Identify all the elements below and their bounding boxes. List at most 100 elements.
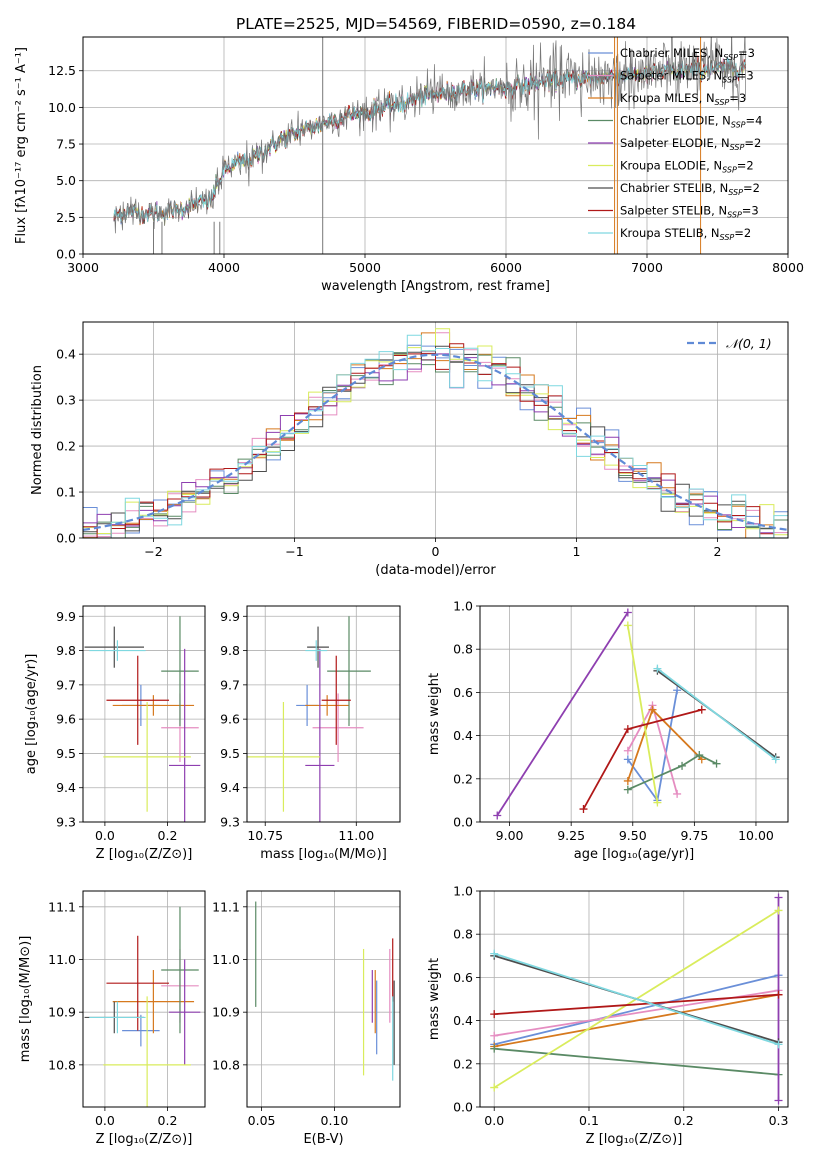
weight-series-chabrier_miles bbox=[490, 971, 783, 1049]
plot-area bbox=[83, 328, 788, 538]
x-tick-label: −1 bbox=[285, 544, 303, 559]
grid-lines bbox=[83, 891, 205, 1107]
weight-marker bbox=[673, 686, 682, 695]
weight-series-chabrier_elodie bbox=[623, 751, 721, 794]
error-point-kroupa_elodie bbox=[103, 996, 191, 1107]
panel-mass_vs_ebv: 0.05 0.10 10.8 10.9 11.0 11.1 E(B-V) bbox=[212, 890, 401, 1147]
y-tick-label: 7.5 bbox=[56, 137, 76, 152]
x-tick-label: 5000 bbox=[349, 260, 381, 275]
y-tick-label: 1.0 bbox=[453, 884, 473, 899]
weight-series-kroupa_stelib bbox=[490, 949, 783, 1049]
panel-weight_vs_z: 0.0 0.1 0.2 0.3 0.0 0.2 0.4 0.6 0.8 1.0 Z [log₁₀(Z… bbox=[427, 884, 789, 1147]
y-tick-label: 2.5 bbox=[56, 210, 76, 225]
axis-ticks: 10.75 11.00 9.3 9.4 9.5 9.6 9.7 9.8 9.9 bbox=[220, 609, 374, 843]
weight-marker bbox=[490, 949, 499, 958]
weight-marker bbox=[774, 1040, 783, 1049]
legend-label: Salpeter MILES, N bbox=[620, 69, 722, 83]
figure-title: PLATE=2525, MJD=54569, FIBERID=0590, z=0… bbox=[236, 15, 636, 33]
weight-line bbox=[494, 993, 779, 1048]
panel-weight_vs_age: 9.00 9.25 9.50 9.75 10.00 0.0 0.2 0.4 0.6 0.8 1.0 a… bbox=[427, 599, 789, 862]
y-tick-label: 0.6 bbox=[453, 970, 473, 985]
weight-marker bbox=[648, 705, 657, 714]
weight-marker bbox=[653, 798, 662, 807]
error-point-kroupa_stelib bbox=[89, 1001, 146, 1034]
axis-ticks: 0.05 0.10 10.8 10.9 11.0 11.1 bbox=[212, 899, 348, 1128]
x-tick-label: 7000 bbox=[631, 260, 663, 275]
weight-marker bbox=[623, 755, 632, 764]
y-tick-label: 0.0 bbox=[56, 247, 76, 262]
error-point-kroupa_stelib bbox=[89, 640, 146, 661]
x-axis-label: age [log₁₀(age/yr)] bbox=[574, 847, 695, 862]
legend-entry: Salpeter STELIB, NSSP=3 bbox=[620, 204, 759, 220]
y-tick-label: 9.5 bbox=[56, 746, 76, 761]
grid-lines bbox=[83, 606, 205, 823]
x-tick-label: 0.0 bbox=[95, 1113, 115, 1128]
weight-marker bbox=[623, 725, 632, 734]
x-tick-label: 0.2 bbox=[158, 1113, 178, 1128]
error-point-salpeter_elodie bbox=[169, 648, 201, 822]
error-point-kroupa_elodie bbox=[247, 702, 320, 812]
weight-marker bbox=[623, 776, 632, 785]
weight-line bbox=[493, 952, 779, 1046]
x-tick-label: 8000 bbox=[772, 260, 804, 275]
weight-marker bbox=[712, 759, 721, 768]
legend-tail: =2 bbox=[743, 181, 760, 195]
error-point-kroupa_miles bbox=[305, 695, 349, 716]
weight-line bbox=[496, 612, 629, 816]
x-tick-label: 9.50 bbox=[619, 828, 647, 843]
y-axis-label: age [log₁₀(age/yr)] bbox=[24, 654, 39, 775]
y-tick-label: 0.4 bbox=[453, 728, 473, 743]
error-point-chabrier_elodie bbox=[327, 616, 371, 726]
plot-area bbox=[490, 893, 783, 1105]
y-tick-label: 9.8 bbox=[220, 643, 240, 658]
legend-entry: Kroupa STELIB, NSSP=2 bbox=[620, 226, 751, 242]
legend-sub: SSP bbox=[722, 76, 737, 85]
panel-age_vs_mass: 10.75 11.00 9.3 9.4 9.5 9.6 9.7 9.8 9.9 mass [log… bbox=[220, 605, 401, 862]
y-tick-label: 9.7 bbox=[220, 677, 240, 692]
legend-entry: Salpeter ELODIE, NSSP=2 bbox=[620, 136, 761, 152]
weight-line bbox=[627, 753, 717, 791]
weight-marker bbox=[623, 621, 632, 630]
axes-frame bbox=[246, 605, 401, 823]
x-tick-label: 0.10 bbox=[321, 1113, 349, 1128]
grid-lines bbox=[247, 891, 400, 1107]
axis-ticks: 0.0 0.1 0.2 0.3 0.0 0.2 0.4 0.6 0.8 1.0 bbox=[453, 884, 788, 1129]
y-tick-label: 9.4 bbox=[56, 780, 76, 795]
x-tick-label: 0 bbox=[432, 544, 440, 559]
weight-line bbox=[494, 1047, 779, 1076]
error-point-kroupa_miles bbox=[112, 970, 195, 1034]
weight-marker bbox=[490, 1044, 499, 1053]
weight-marker bbox=[493, 811, 502, 820]
y-tick-label: 0.0 bbox=[453, 815, 473, 830]
x-tick-label: 9.25 bbox=[557, 828, 585, 843]
weight-marker bbox=[653, 664, 662, 673]
error-point-salpeter_stelib bbox=[106, 935, 170, 1031]
error-point-chabrier_stelib bbox=[307, 626, 329, 668]
error-point-salpeter_stelib bbox=[321, 655, 351, 745]
legend-label: Kroupa STELIB, N bbox=[620, 226, 720, 240]
weight-marker bbox=[490, 1010, 499, 1019]
y-axis-label: Flux [fλ10⁻¹⁷ erg cm⁻² s⁻¹ A⁻¹] bbox=[14, 47, 29, 244]
legend-sub: SSP bbox=[731, 121, 746, 130]
data-spectrum-line bbox=[113, 37, 747, 234]
y-axis-label: Normed distribution bbox=[30, 365, 45, 495]
x-tick-label: 11.00 bbox=[338, 828, 374, 843]
axes-frame bbox=[82, 605, 206, 823]
error-point-chabrier_miles bbox=[122, 1014, 160, 1047]
histogram-kroupa_elodie bbox=[83, 328, 788, 536]
y-axis-label: mass [log₁₀(M/M⊙)] bbox=[18, 936, 33, 1063]
x-tick-label: 6000 bbox=[490, 260, 522, 275]
axes-frame bbox=[479, 890, 789, 1108]
weight-marker bbox=[623, 785, 632, 794]
legend-sub: SSP bbox=[727, 211, 742, 220]
legend-label: Kroupa MILES, N bbox=[620, 91, 715, 105]
axis-ticks: 0.0 0.2 9.3 9.4 9.5 9.6 9.7 9.8 9.9 bbox=[56, 609, 177, 843]
weight-marker bbox=[490, 1083, 499, 1092]
weight-series-salpeter_elodie bbox=[493, 608, 632, 820]
y-tick-label: 9.4 bbox=[220, 780, 240, 795]
plot-area bbox=[84, 616, 201, 822]
y-tick-label: 10.0 bbox=[48, 100, 76, 115]
legend-sub: SSP bbox=[720, 233, 735, 242]
y-tick-label: 9.5 bbox=[220, 746, 240, 761]
plot-area bbox=[113, 37, 747, 254]
